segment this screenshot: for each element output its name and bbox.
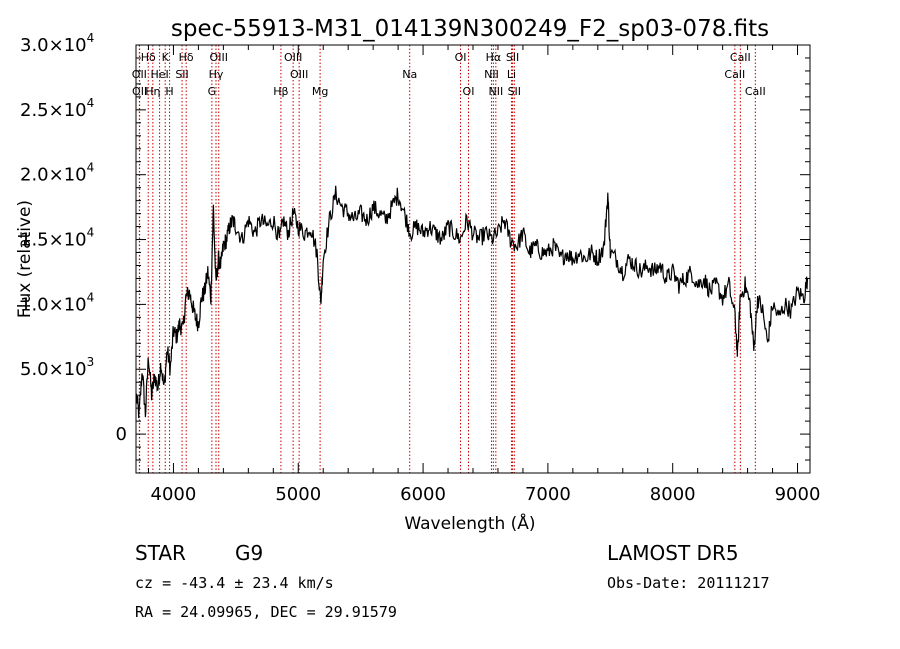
spectral-line-label: H: [165, 85, 173, 98]
spectral-line-label: NII: [484, 68, 499, 81]
y-tick-label: 5.0×103: [20, 355, 94, 380]
y-tick-label: 2.0×104: [20, 161, 94, 186]
y-tick-exponent: 4: [87, 96, 95, 110]
y-tick-exponent: 4: [87, 290, 95, 304]
spectral-line-label: OIII: [290, 68, 308, 81]
survey-name: LAMOST DR5: [607, 541, 739, 565]
redshift-velocity: cz = -43.4 ± 23.4 km/s: [135, 574, 334, 592]
spectral-line-label: CaII: [730, 51, 751, 64]
spectral-line-label: OI: [455, 51, 467, 64]
spectral-line-label: Hβ: [273, 85, 288, 98]
spectral-subclass: G9: [235, 541, 264, 565]
spectral-line-label: SII: [506, 51, 519, 64]
spectral-line-label: G: [208, 85, 217, 98]
spectral-line-label: HeI: [150, 68, 168, 81]
spectral-line-label: K: [162, 51, 170, 64]
y-tick-exponent: 3: [87, 355, 95, 369]
y-tick-label: 2.5×104: [20, 96, 94, 121]
y-tick-exponent: 4: [87, 161, 95, 175]
spectral-line-label: CaII: [724, 68, 745, 81]
y-axis-label: Flux (relative): [15, 200, 35, 318]
y-axis-ticks: 0 5.0×103 1.0×104 1.5×104 2.0×104 2.5×104 3.0×…: [20, 31, 810, 461]
y-tick-label: 1.0×104: [20, 290, 94, 315]
spectral-line-label: OII: [132, 68, 147, 81]
coordinates: RA = 24.09965, DEC = 29.91579: [135, 603, 397, 621]
spectral-line-label: SII: [175, 68, 188, 81]
y-tick-exponent: 4: [87, 226, 95, 240]
spectral-line-label: Na: [402, 68, 417, 81]
spectral-line-label: OIII: [210, 51, 228, 64]
spectral-line-label: OII: [132, 85, 147, 98]
x-axis-label: Wavelength (Å): [404, 512, 535, 534]
spectral-line-label: Hδ: [141, 51, 156, 64]
spectral-line-label: Mg: [312, 85, 328, 98]
spectral-line-label: CaII: [745, 85, 766, 98]
spectral-line-label: Hγ: [209, 68, 224, 81]
chart-title: spec-55913-M31_014139N300249_F2_sp03-078…: [171, 16, 769, 42]
spectral-line-label: SII: [508, 85, 521, 98]
spectral-line-label: Hη: [145, 85, 160, 98]
y-tick-label: 3.0×104: [20, 31, 94, 56]
observation-date: Obs-Date: 20111217: [607, 574, 770, 592]
x-tick-label: 7000: [525, 484, 571, 505]
plot-frame: [135, 44, 811, 474]
x-axis-ticks: 4000 5000 6000 7000 8000 9000: [147, 45, 821, 505]
spectral-line-label: Hα: [486, 51, 502, 64]
x-tick-label: 9000: [775, 484, 821, 505]
spectral-line-label: NII: [488, 85, 503, 98]
spectral-line-label: Li: [507, 68, 516, 81]
spectral-line-label: Hδ: [179, 51, 194, 64]
spectrum-line: [135, 185, 809, 419]
x-tick-label: 6000: [400, 484, 446, 505]
spectral-line-markers: [138, 45, 756, 473]
y-tick-exponent: 4: [87, 31, 95, 45]
spectral-line-label: OI: [463, 85, 475, 98]
x-tick-label: 4000: [151, 484, 197, 505]
spectral-line-label: OIII: [284, 51, 302, 64]
object-type: STAR: [135, 541, 186, 565]
x-tick-label: 8000: [650, 484, 696, 505]
x-tick-label: 5000: [275, 484, 321, 505]
y-tick-label: 0: [116, 424, 127, 445]
y-tick-label: 1.5×104: [20, 226, 94, 251]
